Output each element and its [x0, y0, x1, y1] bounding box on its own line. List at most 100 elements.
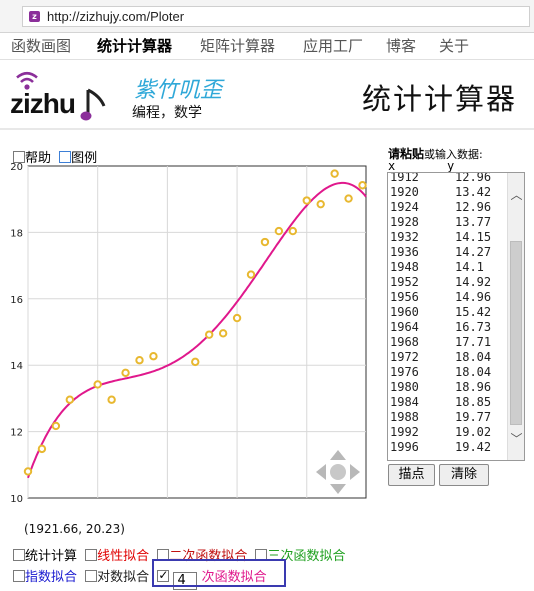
data-row-x: 1936: [390, 245, 419, 259]
data-point: [246, 270, 256, 279]
data-point: [358, 181, 367, 190]
data-row-x: 1996: [390, 440, 419, 454]
nav-item-blog[interactable]: 博客: [386, 37, 417, 55]
data-point: [93, 380, 102, 389]
data-point: [121, 368, 130, 378]
data-row-y: 12.96: [455, 200, 492, 214]
clear-button[interactable]: 清除: [439, 464, 489, 486]
x-tick-label: 1900: [15, 504, 40, 505]
nav-item-matrix-calculator[interactable]: 矩阵计算器: [200, 37, 276, 55]
data-row-y: 19.02: [455, 425, 492, 439]
data-row-y: 18.96: [455, 380, 492, 394]
data-point: [316, 199, 325, 209]
data-row-x: 1948: [390, 260, 419, 274]
stats-checkbox[interactable]: [13, 549, 25, 561]
data-row-y: 17.71: [455, 335, 492, 349]
data-row-y: 19.77: [455, 410, 492, 424]
data-row-x: 1912: [390, 172, 419, 184]
data-row-y: 12.96: [455, 172, 492, 184]
data-point: [51, 421, 61, 431]
data-row-y: 16.73: [455, 320, 492, 334]
data-point: [23, 467, 33, 476]
data-textarea[interactable]: 1912 12.96 1920 13.42 1924 12.96 1928 13.77 1932…: [387, 172, 525, 461]
data-row-y: 18.04: [455, 365, 492, 379]
data-row-y: 14.92: [455, 275, 492, 289]
main-nav: 函数画图 统计计算器 矩阵计算器 应用工厂 博客 关于: [0, 33, 534, 60]
x-tick-label: 1940: [155, 504, 180, 505]
linear-fit-checkbox[interactable]: [85, 549, 98, 561]
linear-fit-label: 线性拟合: [97, 549, 150, 564]
display-options: 帮助 图例: [13, 147, 101, 166]
plot-frame: [27, 165, 367, 499]
y-tick-label: 18: [10, 228, 23, 239]
y-tick-label: 14: [10, 361, 23, 372]
site-favicon-icon: z: [29, 11, 40, 22]
help-checkbox[interactable]: [13, 151, 25, 163]
data-scrollbar[interactable]: ︿ ﹀: [507, 173, 524, 460]
cubic-fit-label: 三次函数拟合: [267, 549, 346, 564]
fit-options-row-2: 指数拟合 对数拟合 4 次函数拟合: [13, 566, 271, 590]
cursor-coordinate-readout: (1921.66, 20.23): [24, 522, 125, 536]
poly-fit-checkbox[interactable]: [157, 568, 170, 582]
y-tick-label: 20: [10, 162, 23, 173]
scroll-down-icon[interactable]: ﹀: [510, 432, 523, 446]
scatter-plot[interactable]: 1900 1920 1940 1960 1980 10 12 14 16 18 20: [0, 160, 380, 505]
log-fit-checkbox[interactable]: [85, 570, 98, 582]
data-input-label: 请粘贴或输入数据:: [388, 145, 483, 162]
music-note-icon: [80, 88, 106, 121]
data-row-x: 1976: [390, 365, 419, 379]
data-point: [204, 330, 214, 339]
nav-item-stats-calculator[interactable]: 统计计算器: [97, 37, 173, 55]
legend-checkbox[interactable]: [59, 151, 72, 163]
scroll-up-icon[interactable]: ︿: [510, 188, 523, 202]
data-row-x: 1964: [390, 320, 419, 334]
data-row-y: 15.42: [455, 305, 492, 319]
page-title: 统计计算器: [362, 82, 518, 116]
data-row-x: 1972: [390, 350, 419, 364]
brand-title: 紫竹叽歪: [134, 78, 223, 103]
legend-label: 图例: [71, 151, 98, 166]
y-tick-label: 16: [10, 295, 23, 306]
nav-item-about[interactable]: 关于: [439, 37, 470, 55]
data-row-y: 18.85: [455, 395, 492, 409]
data-point: [260, 237, 270, 247]
exponential-fit-label: 指数拟合: [25, 570, 78, 585]
data-point: [288, 226, 298, 236]
data-row-x: 1960: [390, 305, 419, 319]
wifi-icon: [16, 71, 38, 90]
data-row-x: 1928: [390, 215, 419, 229]
data-row-x: 1956: [390, 290, 419, 304]
log-fit-label: 对数拟合: [97, 570, 150, 585]
plot-points-button[interactable]: 描点: [388, 464, 435, 486]
data-row-y: 14.96: [455, 290, 492, 304]
data-point: [232, 313, 242, 323]
x-tick-label: 1980: [294, 504, 319, 505]
data-point: [274, 226, 284, 236]
nav-item-app-factory[interactable]: 应用工厂: [303, 37, 364, 55]
data-point: [218, 329, 228, 338]
exponential-fit-checkbox[interactable]: [13, 570, 25, 582]
data-row-y: 14.15: [455, 230, 492, 244]
data-row-x: 1988: [390, 410, 419, 424]
data-row-x: 1920: [390, 185, 419, 199]
url-text[interactable]: http://zizhujy.com/Ploter: [47, 9, 185, 24]
site-header: zizhu 紫竹叽歪 编程，数学 统计计算器: [0, 60, 534, 130]
data-point: [107, 395, 116, 404]
fit-options-row-1: 统计计算 线性拟合 二次函数拟合 三次函数拟合: [13, 545, 349, 564]
data-point: [302, 196, 311, 205]
data-row-x: 1924: [390, 200, 419, 214]
site-logo-text[interactable]: zizhu: [10, 88, 76, 119]
scroll-thumb[interactable]: [510, 241, 522, 425]
data-point: [135, 356, 144, 365]
browser-address-bar: z http://zizhujy.com/Ploter: [0, 0, 534, 33]
column-header-y: y: [447, 159, 455, 173]
x-tick-label: 1960: [224, 504, 249, 505]
plot-area: 1900 1920 1940 1960 1980 10 12 14 16 18 20: [0, 160, 380, 505]
data-row-y: 13.77: [455, 215, 492, 229]
poly-fit-label: 次函数拟合: [201, 570, 267, 585]
data-point: [37, 444, 47, 454]
pan-navigation-icon[interactable]: [316, 450, 360, 494]
url-field[interactable]: z http://zizhujy.com/Ploter: [22, 6, 530, 27]
nav-item-plotter[interactable]: 函数画图: [11, 37, 72, 55]
data-row-x: 1968: [390, 335, 419, 349]
